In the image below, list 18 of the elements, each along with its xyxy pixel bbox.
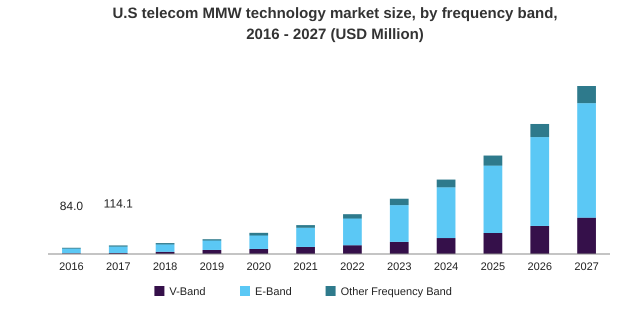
- x-tick-label: 2022: [340, 261, 365, 273]
- x-tick-label: 2025: [480, 261, 506, 273]
- x-tick-label: 2018: [152, 261, 178, 273]
- x-tick-label: 2023: [387, 261, 412, 273]
- x-tick-label: 2027: [574, 261, 599, 273]
- x-tick-label: 2020: [246, 261, 271, 273]
- annotation: 114.1: [104, 196, 134, 210]
- legend-label: Other Frequency Band: [340, 286, 452, 298]
- x-tick-label: 2017: [106, 261, 130, 273]
- chart-title: U.S telecom MMW technology market size, by frequency band, 2016 - 2027 (USD Million): [112, 5, 558, 43]
- x-tick-label: 2021: [293, 261, 318, 273]
- x-tick-label: 2016: [59, 261, 84, 273]
- x-tick-label: 2026: [528, 261, 552, 273]
- legend-label: E-Band: [255, 286, 292, 298]
- legend-label: V-Band: [169, 286, 206, 298]
- x-tick-label: 2024: [434, 261, 458, 273]
- annotation: 84.0: [60, 198, 84, 213]
- x-tick-label: 2019: [200, 261, 224, 273]
